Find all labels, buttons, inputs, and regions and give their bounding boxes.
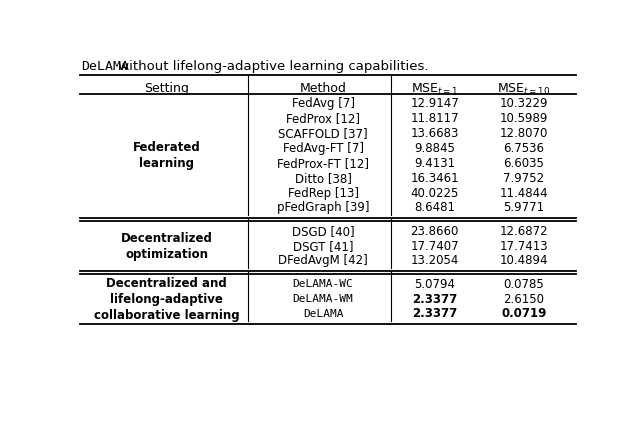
Text: FedRep [13]: FedRep [13]: [287, 187, 358, 199]
Text: SCAFFOLD [37]: SCAFFOLD [37]: [278, 127, 368, 140]
Text: MSE$_{t=10}$: MSE$_{t=10}$: [497, 82, 550, 98]
Text: DeLAMA-WC: DeLAMA-WC: [292, 279, 353, 289]
Text: 23.8660: 23.8660: [410, 225, 459, 238]
Text: DFedAvgM [42]: DFedAvgM [42]: [278, 254, 368, 268]
Text: 10.4894: 10.4894: [500, 254, 548, 268]
Text: 5.0794: 5.0794: [414, 278, 455, 291]
Text: FedAvg-FT [7]: FedAvg-FT [7]: [282, 142, 364, 155]
Text: 17.7413: 17.7413: [500, 239, 548, 253]
Text: 12.9147: 12.9147: [410, 97, 459, 110]
Text: 6.6035: 6.6035: [504, 157, 545, 170]
Text: 6.7536: 6.7536: [504, 142, 545, 155]
Text: 2.3377: 2.3377: [412, 293, 457, 305]
Text: DSGT [41]: DSGT [41]: [292, 239, 353, 253]
Text: 10.5989: 10.5989: [500, 112, 548, 125]
Text: 13.6683: 13.6683: [410, 127, 459, 140]
Text: Ditto [38]: Ditto [38]: [294, 172, 351, 184]
Text: 13.2054: 13.2054: [410, 254, 459, 268]
Text: 10.3229: 10.3229: [500, 97, 548, 110]
Text: pFedGraph [39]: pFedGraph [39]: [276, 201, 369, 215]
Text: 9.4131: 9.4131: [414, 157, 455, 170]
Text: 12.6872: 12.6872: [500, 225, 548, 238]
Text: 11.8117: 11.8117: [410, 112, 459, 125]
Text: 5.9771: 5.9771: [503, 201, 545, 215]
Text: without lifelong-adaptive learning capabilities.: without lifelong-adaptive learning capab…: [114, 60, 428, 73]
Text: Decentralized and
lifelong-adaptive
collaborative learning: Decentralized and lifelong-adaptive coll…: [94, 276, 239, 322]
Text: 2.3377: 2.3377: [412, 308, 457, 320]
Text: FedAvg [7]: FedAvg [7]: [292, 97, 355, 110]
Text: MSE$_{t=1}$: MSE$_{t=1}$: [411, 82, 458, 98]
Text: 0.0785: 0.0785: [504, 278, 544, 291]
Text: 0.0719: 0.0719: [501, 308, 547, 320]
Text: Setting: Setting: [145, 82, 189, 95]
Text: 2.6150: 2.6150: [504, 293, 545, 305]
Text: 9.8845: 9.8845: [414, 142, 455, 155]
Text: 40.0225: 40.0225: [410, 187, 459, 199]
Text: 8.6481: 8.6481: [414, 201, 455, 215]
Text: 11.4844: 11.4844: [500, 187, 548, 199]
Text: Federated
learning: Federated learning: [133, 141, 201, 170]
Text: FedProx [12]: FedProx [12]: [286, 112, 360, 125]
Text: Method: Method: [300, 82, 346, 95]
Text: Decentralized
optimization: Decentralized optimization: [121, 232, 212, 261]
Text: DeLAMA: DeLAMA: [81, 60, 129, 73]
Text: DeLAMA: DeLAMA: [303, 309, 343, 319]
Text: FedProx-FT [12]: FedProx-FT [12]: [277, 157, 369, 170]
Text: 16.3461: 16.3461: [410, 172, 459, 184]
Text: DSGD [40]: DSGD [40]: [292, 225, 355, 238]
Text: 17.7407: 17.7407: [410, 239, 459, 253]
Text: 7.9752: 7.9752: [503, 172, 545, 184]
Text: 12.8070: 12.8070: [500, 127, 548, 140]
Text: DeLAMA-WM: DeLAMA-WM: [292, 294, 353, 304]
